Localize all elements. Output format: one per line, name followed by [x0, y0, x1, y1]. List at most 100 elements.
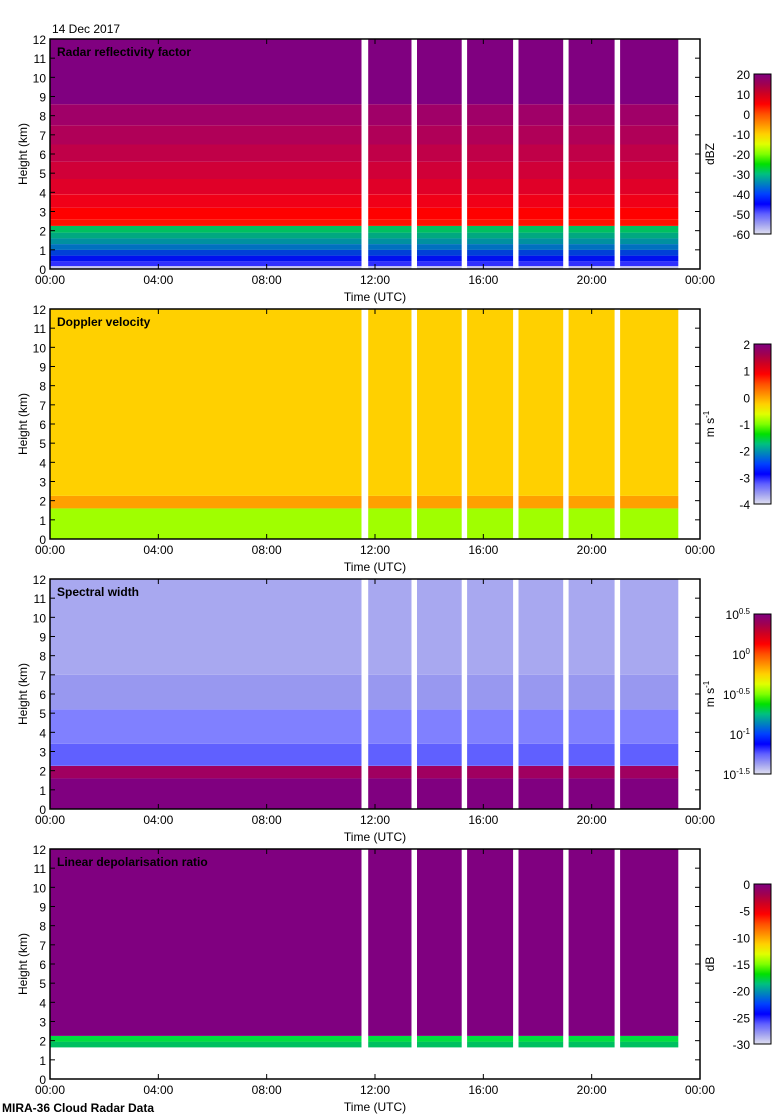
x-tick-label: 00:00: [35, 1083, 65, 1097]
y-tick-label: 12: [33, 843, 47, 857]
data-cell: [568, 207, 615, 220]
data-cell: [518, 508, 564, 539]
data-cell: [518, 495, 564, 509]
y-tick-label: 1: [39, 514, 46, 528]
y-tick-label: 8: [39, 110, 46, 124]
y-tick-label: 4: [39, 186, 46, 200]
data-cell: [467, 125, 514, 145]
data-cell: [620, 849, 679, 1036]
data-cell: [50, 244, 362, 250]
data-cell: [568, 674, 615, 710]
data-cell: [620, 194, 679, 208]
colorbar-tick-label: -30: [733, 168, 751, 182]
data-cell: [368, 238, 412, 245]
x-axis-label: Time (UTC): [344, 1100, 406, 1114]
y-axis-label: Height (km): [16, 933, 30, 995]
y-tick-label: 10: [33, 611, 47, 625]
colorbar-tick-label: -20: [733, 985, 751, 999]
data-cell: [417, 178, 462, 195]
colorbar-unit-exponent: -1: [702, 410, 711, 418]
x-tick-label: 00:00: [685, 273, 715, 287]
colorbar-tick-label: -4: [739, 498, 750, 512]
x-axis-label: Time (UTC): [344, 830, 406, 844]
data-cell: [417, 266, 462, 269]
data-cell: [620, 261, 679, 267]
data-cell: [518, 178, 564, 195]
data-cell: [620, 244, 679, 250]
data-cell: [50, 125, 362, 145]
colorbar-tick-label: -30: [733, 1038, 751, 1052]
x-tick-label: 16:00: [468, 813, 498, 827]
y-tick-label: 5: [39, 707, 46, 721]
data-cell: [467, 1041, 514, 1048]
data-cell: [417, 261, 462, 267]
data-cell: [568, 104, 615, 126]
data-cell: [568, 778, 615, 809]
x-tick-label: 04:00: [143, 543, 173, 557]
data-cell: [417, 144, 462, 162]
data-cell: [620, 144, 679, 162]
data-cell: [620, 579, 679, 675]
colorbar-unit-exponent: -1: [702, 680, 711, 688]
data-cell: [620, 255, 679, 262]
data-cell: [50, 778, 362, 809]
y-tick-label: 4: [39, 456, 46, 470]
data-cell: [417, 765, 462, 779]
data-cell: [368, 266, 412, 269]
data-cell: [620, 125, 679, 145]
data-cell: [50, 765, 362, 779]
data-cell: [467, 579, 514, 675]
colorbar-tick-label: -5: [739, 905, 750, 919]
data-cell: [467, 178, 514, 195]
x-tick-label: 00:00: [685, 1083, 715, 1097]
data-cell: [50, 579, 362, 675]
data-cell: [50, 219, 362, 226]
y-tick-label: 6: [39, 688, 46, 702]
y-tick-label: 10: [33, 881, 47, 895]
panel-title: Radar reflectivity factor: [57, 45, 191, 59]
data-cell: [417, 1041, 462, 1048]
colorbar-unit: dB: [703, 957, 717, 972]
y-tick-label: 1: [39, 1054, 46, 1068]
y-tick-label: 9: [39, 361, 46, 375]
x-tick-label: 00:00: [35, 273, 65, 287]
colorbar-tick-label: 100: [732, 647, 750, 662]
y-tick-label: 5: [39, 167, 46, 181]
data-cell: [417, 225, 462, 233]
data-cell: [518, 238, 564, 245]
colorbar-tick-label: -25: [733, 1011, 751, 1025]
data-cell: [50, 161, 362, 179]
data-cell: [620, 39, 679, 105]
data-cell: [620, 1041, 679, 1048]
data-cell: [467, 261, 514, 267]
data-cell: [368, 144, 412, 162]
data-cell: [518, 144, 564, 162]
data-cell: [467, 104, 514, 126]
data-cell: [368, 104, 412, 126]
data-cell: [368, 125, 412, 145]
y-tick-label: 5: [39, 977, 46, 991]
data-cell: [50, 743, 362, 766]
x-tick-label: 08:00: [252, 543, 282, 557]
data-cell: [568, 765, 615, 779]
data-cell: [50, 144, 362, 162]
data-cell: [368, 495, 412, 509]
data-cell: [620, 266, 679, 269]
data-cell: [50, 104, 362, 126]
data-cell: [568, 178, 615, 195]
data-cell: [620, 1035, 679, 1042]
tick-exponent: -1: [743, 727, 751, 736]
colorbar: [753, 883, 772, 1045]
data-cell: [417, 207, 462, 220]
x-tick-label: 08:00: [252, 813, 282, 827]
y-tick-label: 11: [34, 52, 47, 66]
colorbar: [753, 613, 772, 775]
data-cell: [50, 261, 362, 267]
data-cell: [467, 765, 514, 779]
colorbar: [753, 73, 772, 235]
y-tick-label: 11: [34, 862, 47, 876]
data-cell: [467, 778, 514, 809]
data-cell: [368, 309, 412, 496]
